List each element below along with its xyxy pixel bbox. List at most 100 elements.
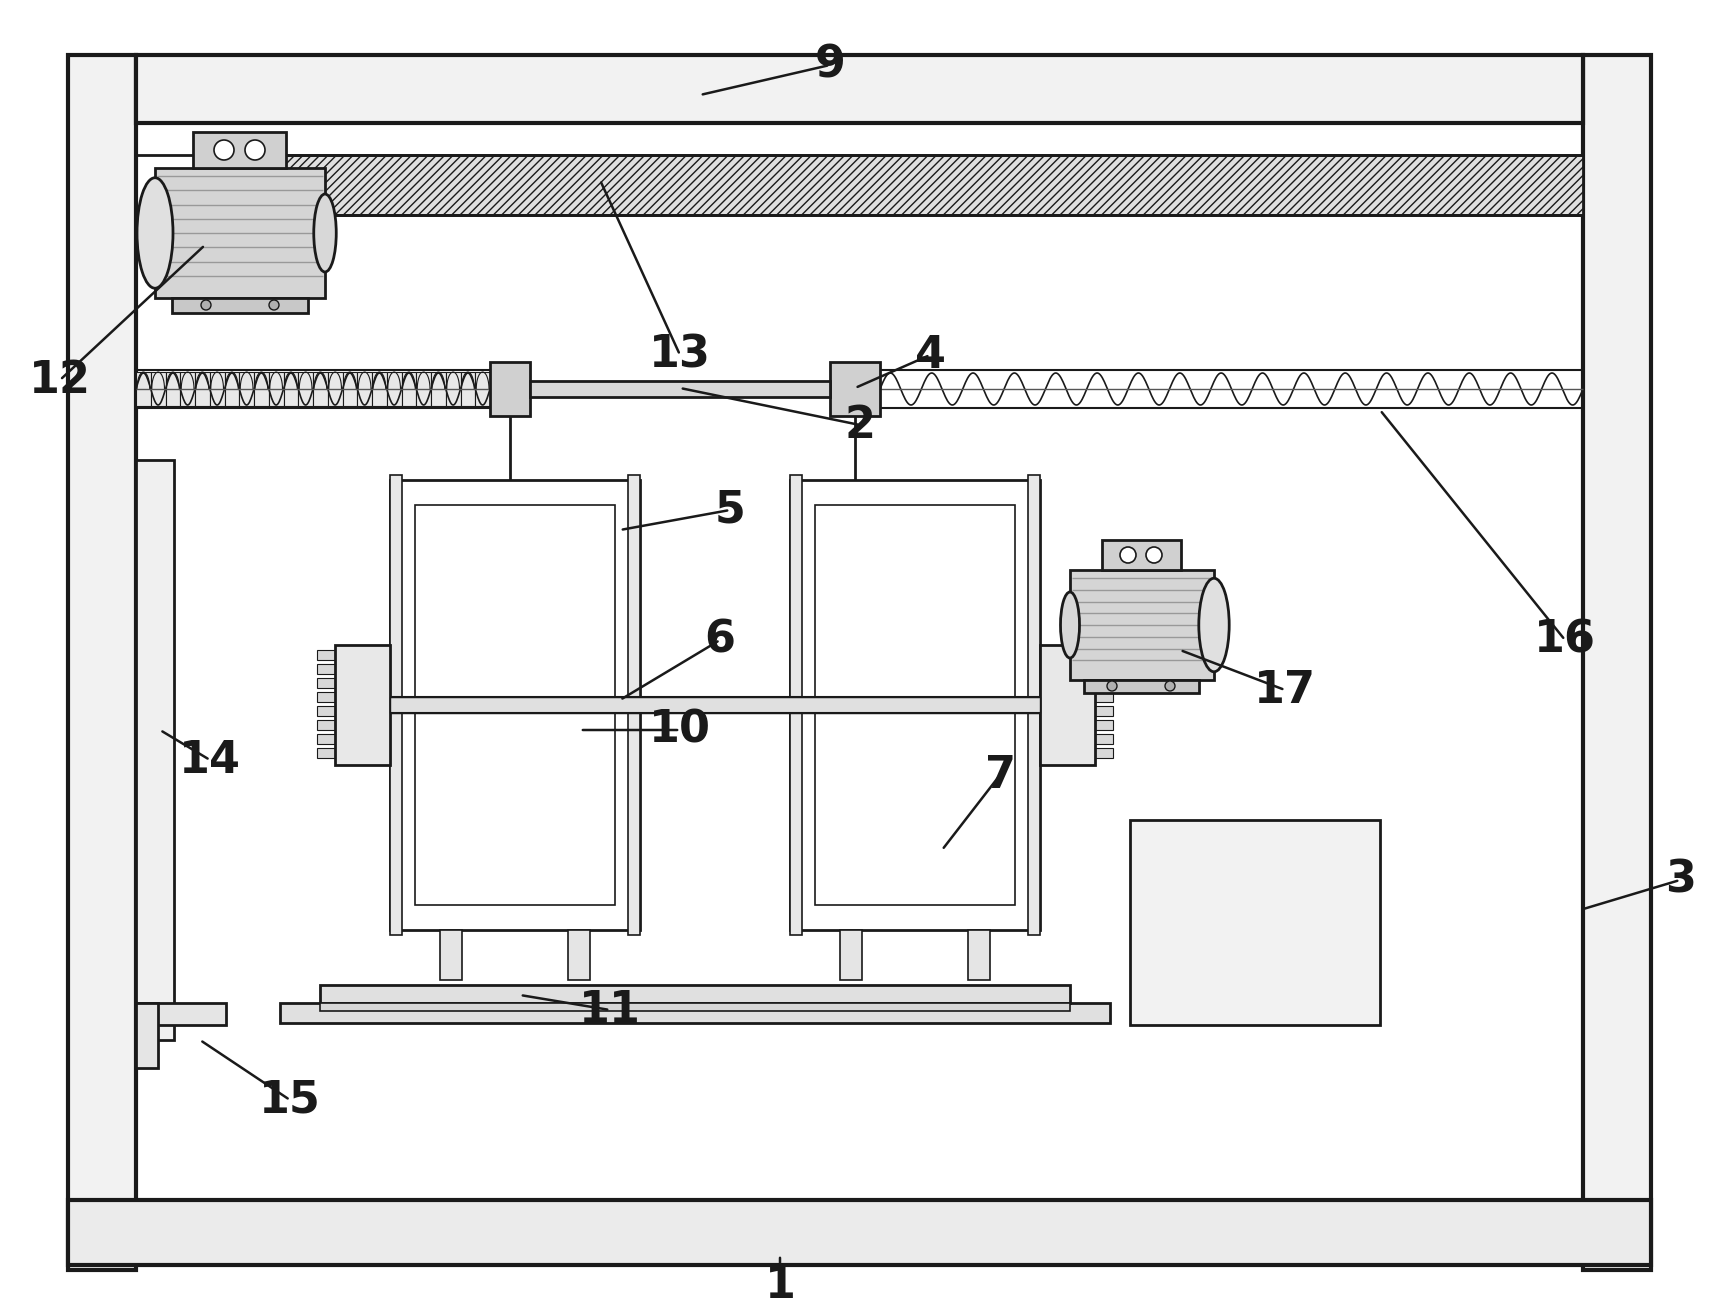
Bar xyxy=(414,505,615,905)
Bar xyxy=(1583,55,1650,1270)
Bar xyxy=(69,55,136,1270)
Bar xyxy=(627,475,639,935)
Text: 9: 9 xyxy=(815,43,846,87)
Bar xyxy=(193,132,285,168)
Polygon shape xyxy=(474,372,490,406)
Text: 5: 5 xyxy=(715,488,746,531)
Polygon shape xyxy=(268,372,284,406)
Bar xyxy=(316,748,335,757)
Bar xyxy=(320,985,1069,1003)
Text: 13: 13 xyxy=(650,334,712,376)
Polygon shape xyxy=(225,372,239,406)
Bar xyxy=(1095,721,1112,730)
Polygon shape xyxy=(342,372,358,406)
Bar xyxy=(1095,748,1112,757)
Polygon shape xyxy=(136,372,151,406)
Bar xyxy=(791,475,803,935)
Bar xyxy=(1129,821,1380,1024)
Bar xyxy=(390,480,639,930)
Bar xyxy=(316,692,335,702)
Polygon shape xyxy=(180,372,194,406)
Polygon shape xyxy=(371,372,387,406)
Bar xyxy=(390,475,402,935)
Bar xyxy=(1040,644,1095,765)
Bar xyxy=(815,505,1014,905)
Ellipse shape xyxy=(1198,579,1229,672)
Circle shape xyxy=(213,139,234,160)
Ellipse shape xyxy=(315,195,337,272)
Polygon shape xyxy=(358,372,371,406)
Circle shape xyxy=(201,300,211,310)
Bar xyxy=(1069,569,1214,680)
Bar xyxy=(567,930,590,980)
Polygon shape xyxy=(461,372,474,406)
Circle shape xyxy=(1121,547,1136,563)
Bar xyxy=(490,362,529,416)
Bar xyxy=(440,930,462,980)
Circle shape xyxy=(268,300,278,310)
Text: 17: 17 xyxy=(1253,668,1317,711)
Text: 15: 15 xyxy=(260,1078,321,1122)
Polygon shape xyxy=(313,372,328,406)
Polygon shape xyxy=(284,372,299,406)
Bar xyxy=(841,930,861,980)
Bar xyxy=(1095,664,1112,675)
Polygon shape xyxy=(416,372,431,406)
Polygon shape xyxy=(431,372,445,406)
Bar xyxy=(316,679,335,688)
Bar xyxy=(968,930,990,980)
Polygon shape xyxy=(402,372,416,406)
Bar xyxy=(1095,650,1112,660)
Bar xyxy=(136,460,174,1040)
Polygon shape xyxy=(194,372,210,406)
Bar xyxy=(316,706,335,715)
Text: 7: 7 xyxy=(985,753,1016,797)
Polygon shape xyxy=(239,372,254,406)
Bar xyxy=(1095,734,1112,744)
Polygon shape xyxy=(445,372,461,406)
Text: 14: 14 xyxy=(179,739,241,781)
Bar xyxy=(316,664,335,675)
Text: 10: 10 xyxy=(650,709,712,751)
Bar xyxy=(1085,680,1198,693)
Text: 11: 11 xyxy=(579,989,641,1031)
Circle shape xyxy=(1165,681,1176,690)
Circle shape xyxy=(1147,547,1162,563)
Polygon shape xyxy=(387,372,402,406)
Bar xyxy=(791,480,1040,930)
Text: 3: 3 xyxy=(1664,859,1695,902)
Bar xyxy=(529,381,830,397)
Bar xyxy=(1095,706,1112,715)
Bar xyxy=(320,1003,1069,1011)
Bar xyxy=(172,299,308,313)
Bar xyxy=(280,1003,1110,1023)
Polygon shape xyxy=(210,372,225,406)
Text: 2: 2 xyxy=(844,404,875,447)
Polygon shape xyxy=(151,372,165,406)
Polygon shape xyxy=(299,372,313,406)
Polygon shape xyxy=(165,372,180,406)
Bar xyxy=(136,1003,225,1024)
Circle shape xyxy=(246,139,265,160)
Bar xyxy=(136,55,1583,124)
Text: 16: 16 xyxy=(1533,618,1595,661)
Bar xyxy=(316,650,335,660)
Polygon shape xyxy=(328,372,342,406)
Bar xyxy=(136,1003,158,1068)
Bar xyxy=(1028,475,1040,935)
Bar xyxy=(335,644,390,765)
Bar xyxy=(69,1201,1650,1265)
Text: 6: 6 xyxy=(705,618,736,661)
Bar xyxy=(1102,540,1181,569)
Bar xyxy=(316,721,335,730)
Ellipse shape xyxy=(1061,592,1080,658)
Bar xyxy=(205,155,1583,214)
Polygon shape xyxy=(254,372,268,406)
Bar xyxy=(830,362,880,416)
Text: 4: 4 xyxy=(915,334,945,376)
Text: 12: 12 xyxy=(29,359,91,401)
Bar xyxy=(1095,692,1112,702)
Ellipse shape xyxy=(138,178,174,288)
Bar xyxy=(316,734,335,744)
Circle shape xyxy=(1107,681,1117,690)
